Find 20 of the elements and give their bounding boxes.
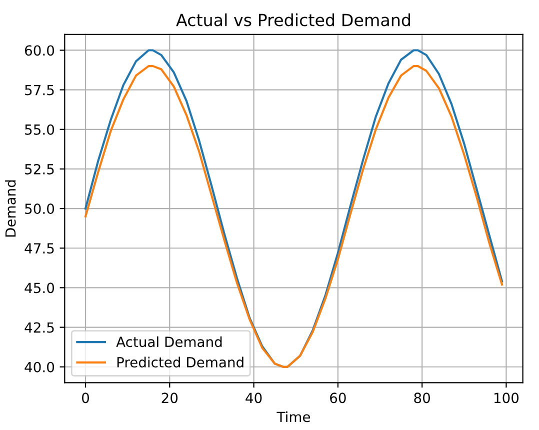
x-tick-label: 100 [494,392,519,404]
y-tick-label: 52.5 [25,164,54,174]
x-tick-label: 60 [330,392,346,404]
x-tick-label: 80 [414,392,430,404]
x-axis-title: Time [276,411,310,422]
y-tick-label: 50.0 [25,204,54,214]
x-tick-label: 20 [162,392,178,404]
legend-label: Actual Demand [116,336,222,348]
y-tick-label: 47.5 [24,243,54,254]
y-tick-label: 45.0 [24,282,54,294]
y-tick-label: 60.0 [25,45,54,56]
chart-title: Actual vs Predicted Demand [176,13,410,26]
legend-label: Predicted Demand [117,356,244,368]
x-tick-label: 0 [82,392,89,404]
y-tick-label: 40.0 [24,362,54,372]
y-tick-label: 57.5 [25,84,54,96]
y-tick-label: 42.5 [24,322,54,333]
x-tick-label: 40 [246,392,262,404]
y-axis-title: Demand [5,180,16,237]
y-tick-label: 55.0 [25,124,54,135]
